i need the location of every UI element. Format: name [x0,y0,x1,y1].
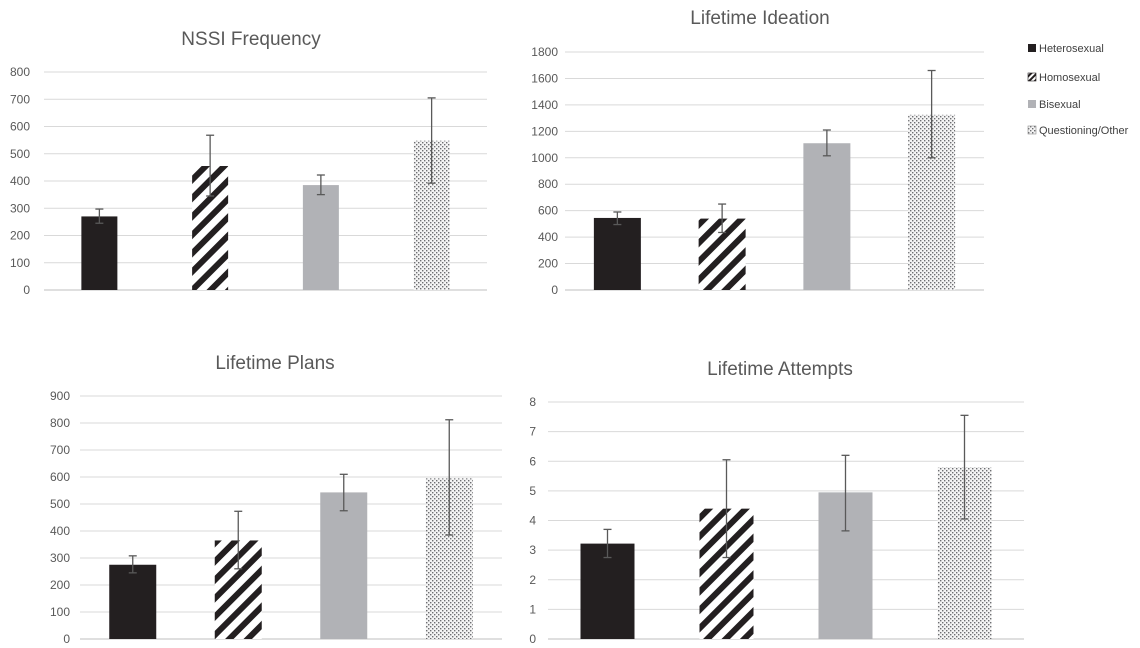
y-tick-label: 600 [50,470,70,484]
legend-swatch-questioning-other [1027,125,1037,135]
y-tick-label: 600 [10,120,30,134]
y-tick-label: 400 [538,230,558,244]
y-tick-label: 1 [529,602,536,616]
y-tick-label: 100 [10,256,30,270]
y-tick-label: 300 [50,551,70,565]
chart-lifetime-plans: Lifetime Plans 0 100 200 300 400 500 600 700 800… [50,353,502,646]
legend-item-homosexual: Homosexual [1027,72,1100,84]
legend-item-questioning-other: Questioning/Other [1027,125,1129,137]
error-bar [206,134,215,197]
error-bar [234,510,243,570]
error-bar [339,473,348,512]
y-tick-label: 900 [50,389,70,403]
y-tick-label: 1200 [531,124,558,138]
error-bar [427,97,436,184]
legend-item-heterosexual: Heterosexual [1028,43,1104,55]
chart-title: Lifetime Attempts [707,359,853,380]
y-tick-label: 1000 [531,151,558,165]
y-tick-label: 2 [529,573,536,587]
legend-label: Questioning/Other [1039,125,1129,137]
y-tick-label: 800 [50,416,70,430]
y-tick-label: 400 [10,174,30,188]
error-bar [95,208,104,224]
chart-title: Lifetime Ideation [690,8,829,29]
bar-heterosexual [593,217,641,290]
chart-lifetime-ideation: Lifetime Ideation 0 200 400 600 800 1000 1200 1… [531,8,984,297]
y-tick-label: 500 [50,497,70,511]
bar-heterosexual [580,543,635,639]
y-tick-label: 5 [529,484,536,498]
error-bar [603,528,612,559]
y-tick-label: 200 [50,578,70,592]
legend: Heterosexual Homosexual Bisexual Questio… [1027,43,1129,137]
chart-nssi-frequency: NSSI Frequency 0 100 200 300 400 500 600 700 800 [10,29,487,297]
y-tick-label: 700 [10,92,30,106]
y-tick-label: 0 [551,283,558,297]
legend-label: Heterosexual [1039,43,1104,55]
bar-bisexual [803,143,851,290]
y-tick-label: 200 [10,229,30,243]
bar-bisexual [320,492,368,639]
error-bar [718,203,727,234]
legend-swatch-homosexual [1027,72,1037,82]
chart-title: Lifetime Plans [215,353,334,374]
error-bar [722,459,731,559]
y-tick-label: 1400 [531,98,558,112]
y-tick-label: 200 [538,257,558,271]
bar-heterosexual [109,564,157,639]
y-tick-label: 500 [10,147,30,161]
y-tick-label: 700 [50,443,70,457]
y-tick-label: 4 [529,514,536,528]
chart-title: NSSI Frequency [181,29,321,50]
error-bar [841,454,850,532]
error-bar [960,414,969,520]
bar-heterosexual [81,216,118,290]
y-tick-label: 6 [529,454,536,468]
legend-label: Homosexual [1039,72,1100,84]
y-tick-label: 400 [50,524,70,538]
error-bar [445,419,454,536]
legend-swatch-bisexual [1028,100,1036,108]
legend-item-bisexual: Bisexual [1028,99,1081,111]
legend-label: Bisexual [1039,99,1081,111]
y-tick-label: 0 [63,632,70,646]
chart-lifetime-attempts: Lifetime Attempts 0 1 2 3 4 5 6 7 8 [529,359,1024,646]
y-tick-label: 800 [538,177,558,191]
y-tick-label: 8 [529,395,536,409]
error-bar [613,211,622,226]
bar-bisexual [302,185,339,290]
error-bar [822,129,831,157]
y-tick-label: 0 [529,632,536,646]
error-bar [927,69,936,159]
y-tick-label: 1600 [531,71,558,85]
y-tick-label: 3 [529,543,536,557]
y-tick-label: 7 [529,425,536,439]
error-bar [316,174,325,196]
legend-swatch-heterosexual [1028,44,1036,52]
y-tick-label: 0 [23,283,30,297]
y-tick-label: 100 [50,605,70,619]
y-tick-label: 1800 [531,45,558,59]
y-tick-label: 600 [538,204,558,218]
error-bar [128,555,137,574]
y-tick-label: 800 [10,65,30,79]
y-tick-label: 300 [10,201,30,215]
